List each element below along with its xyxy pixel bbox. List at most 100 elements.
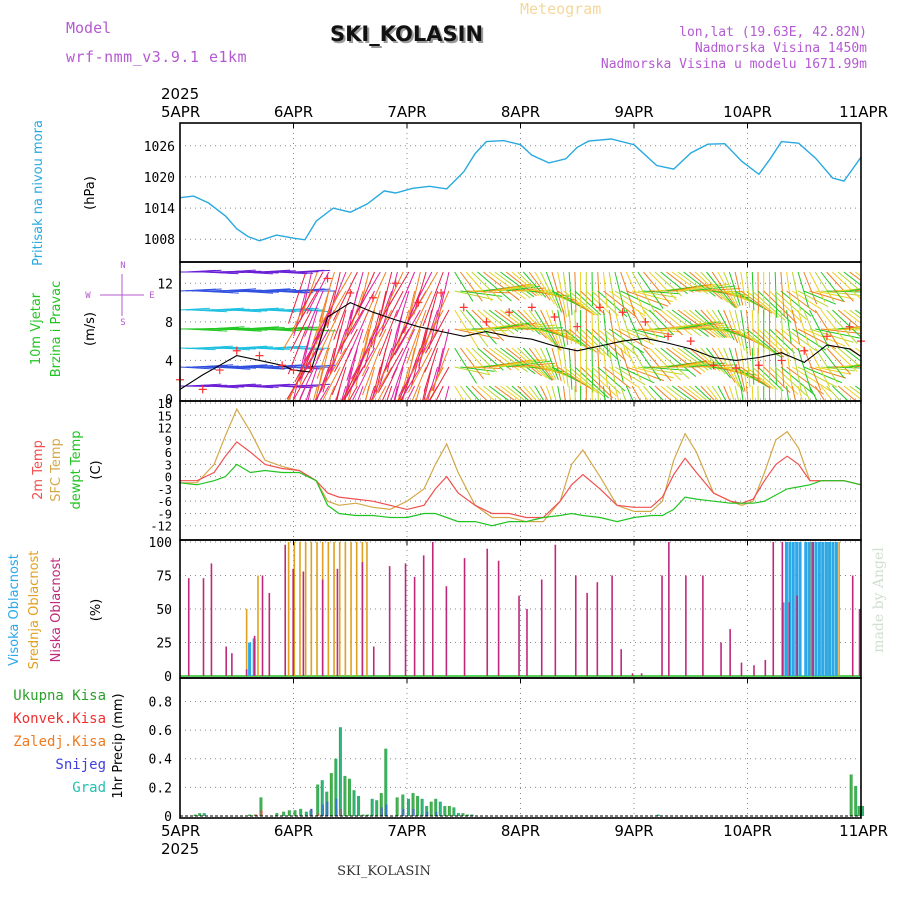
wind-arrow [860, 328, 861, 329]
pressure-tick-label: 1008 [144, 233, 175, 248]
wind-arrow [407, 290, 433, 341]
freezing-precip-legend: Zaledj.Kisa [13, 734, 106, 750]
wind-arrow [355, 271, 381, 313]
wind-arrow [654, 347, 690, 380]
wind-arrow [551, 347, 562, 382]
wind-arrow [340, 385, 347, 401]
temp-tick-label: 15 [158, 409, 172, 423]
wind-arrow [780, 385, 783, 401]
low-cloud-bar [574, 575, 577, 676]
wind-arrow [602, 385, 606, 401]
low-cloud-bar [372, 646, 375, 676]
wind-arrow [343, 366, 358, 401]
wind-arrow [488, 385, 511, 401]
wind-arrow [734, 309, 745, 351]
wind-arrow [637, 385, 649, 401]
wind-arrow [700, 271, 733, 306]
mid-cloud-bar [287, 542, 290, 676]
wind-arrow [506, 285, 541, 292]
wind-arrow [357, 271, 370, 316]
wind-arrow [477, 309, 510, 338]
high-cloud-label: Visoka Oblacnost [7, 554, 22, 666]
hail-precip-bar [283, 811, 285, 816]
wind-arrow [528, 309, 557, 347]
wind-arrows [180, 269, 861, 401]
wind-arrow [460, 366, 495, 372]
high-cloud-bar [828, 542, 832, 676]
wind-tick-label: 4 [165, 354, 173, 369]
compass-icon: N W E S [85, 261, 154, 328]
low-cloud-bar [268, 592, 271, 676]
wind-arrow [438, 328, 450, 373]
wind-arrow [332, 271, 358, 321]
wind-arrow [637, 347, 662, 382]
wind-gust-marker [800, 346, 809, 355]
wind-arrow [505, 271, 537, 297]
wind-arrow [837, 271, 861, 292]
wind-arrow [557, 328, 587, 349]
wind-arrow [711, 309, 732, 339]
hail-precip-bar [199, 813, 201, 816]
wind-arrow [597, 271, 600, 307]
low-cloud-bar [321, 579, 324, 676]
wind-arrow [809, 385, 818, 401]
low-cloud-bar [772, 542, 775, 676]
wind-arrow [751, 347, 755, 385]
hail-precip-bar [426, 805, 428, 816]
total-precip-legend: Ukupna Kisa [13, 688, 106, 704]
wind-arrow [574, 347, 577, 393]
wind-arrow [460, 347, 485, 380]
wind-arrow [180, 307, 210, 311]
hail-precip-bar [458, 813, 460, 816]
wind-arrow [797, 290, 829, 308]
wind-arrow [294, 290, 318, 331]
hail-precip-bar [353, 790, 355, 816]
wind-arrow [248, 271, 279, 274]
wind-arrow [471, 385, 489, 401]
low-cloud-bar [518, 595, 520, 676]
wind-arrow [378, 290, 404, 338]
hail-precip-bar [439, 801, 442, 816]
wind-arrow [361, 328, 387, 377]
wind-arrow [860, 310, 861, 311]
wind-arrow [728, 271, 741, 306]
wind-arrow [425, 290, 450, 344]
wind-arrow [351, 366, 370, 401]
wind-arrow [292, 366, 313, 401]
wind-arrow [305, 366, 318, 401]
wind-arrow [340, 309, 353, 354]
hail-precip-bar [310, 810, 312, 816]
wind-arrow [332, 309, 347, 359]
low-cloud-bar [796, 595, 798, 676]
wind-arrow [660, 347, 697, 377]
low-cloud-bar [202, 578, 205, 676]
wind-arrow [237, 345, 268, 349]
low-cloud-bar [187, 578, 190, 676]
wind-arrow [791, 385, 797, 401]
compass-e: E [149, 291, 154, 301]
wind-arrow [740, 385, 744, 401]
high-cloud-bar [791, 542, 795, 676]
wind-arrow [820, 366, 855, 372]
low-cloud-bar [685, 575, 687, 676]
precip-tick-label: 0 [164, 810, 172, 825]
wind-arrow [294, 347, 325, 351]
wind-arrow [700, 347, 726, 375]
x-tick-label-top: 7APR [387, 103, 426, 121]
wind-arrow [333, 290, 353, 340]
wind-arrow [832, 309, 861, 338]
wind-arrow [522, 271, 547, 298]
wind-arrow [494, 309, 523, 331]
model-name: wrf-nmm_v3.9.1 e1km [66, 48, 248, 66]
wind-gust-marker [255, 351, 264, 360]
wind-arrow [386, 385, 393, 401]
wind-arrow [614, 290, 655, 315]
wind-arrow [424, 328, 444, 373]
temp-tick-label: 18 [158, 397, 172, 411]
wind-arrow [528, 271, 551, 301]
wind-gust-marker [289, 366, 298, 375]
wind-arrow [643, 385, 657, 401]
wind-arrow [415, 385, 421, 401]
wind-arrow [465, 347, 491, 376]
wind-arrow [774, 271, 778, 318]
